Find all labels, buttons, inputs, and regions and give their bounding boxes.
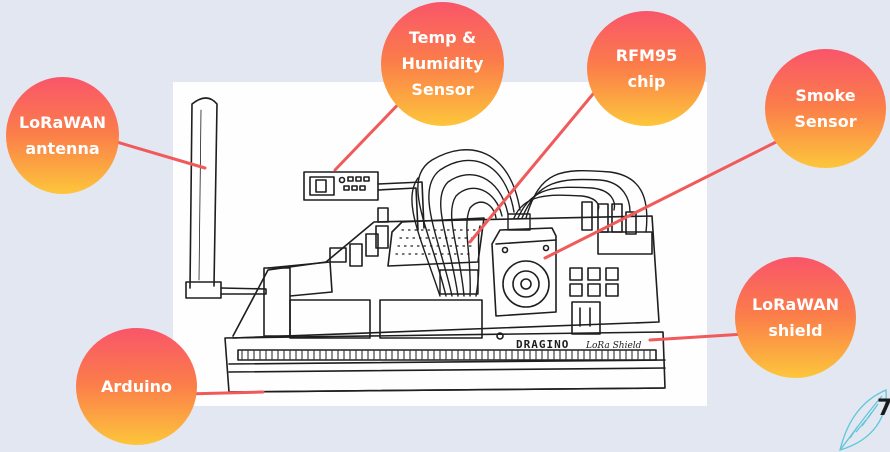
- lora-shield-text: LoRa Shield: [585, 341, 642, 351]
- dragino-brand-text: DRAGINO: [516, 338, 569, 351]
- connector-shield: [648, 332, 747, 342]
- temp-sensor-drawing: [303, 171, 425, 231]
- connector-rfm95: [468, 86, 600, 244]
- hardware-sketch: [185, 97, 666, 393]
- connector-smoke-sensor: [543, 138, 782, 260]
- page-number: 7: [877, 396, 890, 421]
- label-temp-humidity-sensor: Temp & Humidity Sensor: [381, 2, 504, 126]
- label-rfm95-chip: RFM95 chip: [587, 11, 706, 126]
- header-blocks-drawing: [263, 207, 483, 339]
- label-arduino: Arduino: [76, 328, 197, 445]
- shield-components-drawing: [496, 267, 619, 340]
- shield-board-drawing: [232, 215, 660, 361]
- rfm95-module-drawing: [491, 227, 557, 317]
- label-lorawan-shield: LoRaWAN shield: [735, 257, 856, 378]
- antenna-drawing: [185, 97, 267, 299]
- connector-arduino: [183, 390, 265, 396]
- connector-lines: [108, 86, 782, 396]
- connector-antenna: [108, 138, 207, 170]
- label-smoke-sensor: Smoke Sensor: [765, 49, 886, 168]
- breadboard-drawing: [387, 217, 485, 267]
- label-lorawan-antenna: LoRaWAN antenna: [6, 77, 119, 194]
- leaf-icon: [839, 389, 887, 451]
